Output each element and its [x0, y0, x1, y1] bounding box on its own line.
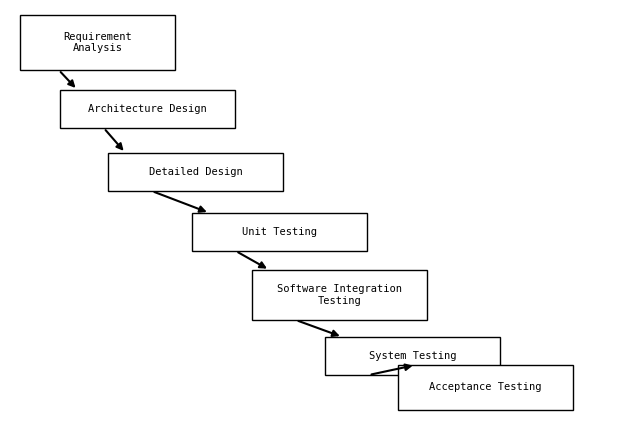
Text: Detailed Design: Detailed Design [149, 167, 243, 177]
Text: System Testing: System Testing [369, 351, 457, 361]
Text: Acceptance Testing: Acceptance Testing [429, 383, 542, 393]
Text: Architecture Design: Architecture Design [88, 104, 207, 114]
Text: Unit Testing: Unit Testing [242, 227, 317, 237]
Text: Requirement
Analysis: Requirement Analysis [63, 32, 132, 53]
Bar [325, 337, 500, 375]
Text: Software Integration
Testing: Software Integration Testing [277, 284, 402, 306]
Bar [252, 270, 427, 320]
Bar [20, 15, 175, 70]
Bar [60, 90, 235, 128]
Bar [192, 213, 367, 251]
Bar [398, 365, 573, 410]
Bar [108, 153, 283, 191]
